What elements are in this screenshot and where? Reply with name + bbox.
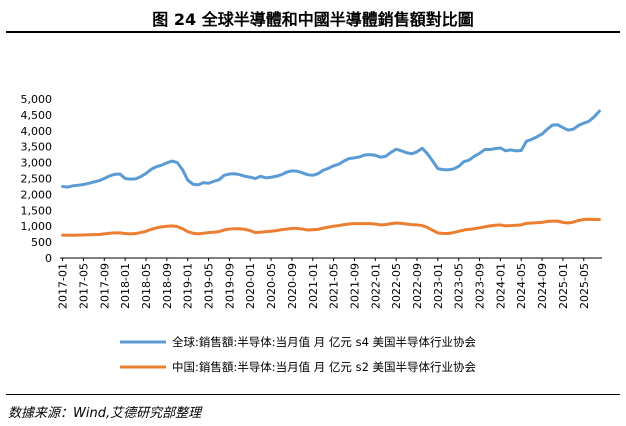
x-tick-label: 2023-01	[432, 263, 445, 309]
x-tick-label: 2022-09	[411, 263, 424, 309]
series-lines	[61, 109, 601, 237]
y-tick-label: 2,000	[21, 188, 53, 201]
series-line-global	[61, 109, 601, 189]
x-tick-label: 2018-05	[140, 263, 153, 309]
chart-title: 图 24 全球半導體和中國半導體銷售額對比圖	[152, 10, 474, 29]
source-note: 数據来源：Wind,艾德研究部整理	[8, 406, 202, 421]
y-tick-label: 3,000	[21, 157, 53, 170]
x-tick-label: 2019-09	[223, 263, 236, 309]
y-tick-label: 1,000	[21, 220, 53, 233]
y-tick-label: 3,500	[21, 141, 53, 154]
x-tick-label: 2018-09	[161, 263, 174, 309]
x-tick-label: 2024-01	[494, 263, 507, 309]
y-tick-label: 0	[45, 252, 52, 265]
legend-label-china: 中国:銷售額:半导体:当月值 月 亿元 s2 美国半导体行业协会	[172, 360, 477, 374]
x-tick-label: 2019-01	[182, 263, 195, 309]
y-tick-label: 1,500	[21, 204, 53, 217]
y-tick-label: 4,500	[21, 109, 53, 122]
legend: 全球:銷售額:半导体:当月值 月 亿元 s4 美国半导体行业协会 中国:銷售額:…	[120, 335, 477, 374]
x-tick-label: 2017-09	[98, 263, 111, 309]
x-tick-label: 2021-01	[307, 263, 320, 309]
legend-label-global: 全球:銷售額:半导体:当月值 月 亿元 s4 美国半导体行业协会	[172, 335, 477, 349]
x-tick-label: 2022-05	[390, 263, 403, 309]
x-tick-label: 2023-09	[474, 263, 487, 309]
x-tick-label: 2023-05	[453, 263, 466, 309]
x-tick-label: 2021-05	[328, 263, 341, 309]
x-tick-label: 2020-05	[265, 263, 278, 309]
x-tick-label: 2024-09	[536, 263, 549, 309]
y-tick-label: 2,500	[21, 173, 53, 186]
x-tick-label: 2021-09	[348, 263, 361, 309]
y-tick-label: 4,000	[21, 125, 53, 138]
x-tick-label: 2017-01	[57, 263, 70, 309]
x-axis: 2017-01 2017-05 2017-09 2018-01 2018-05 2018-…	[57, 257, 602, 309]
x-tick-label: 2018-01	[119, 263, 132, 309]
x-tick-label: 2025-05	[578, 263, 591, 309]
title-divider	[6, 31, 620, 33]
x-tick-label: 2020-09	[286, 263, 299, 309]
y-tick-label: 500	[31, 236, 52, 249]
series-line-china	[61, 217, 601, 237]
y-axis: 0 500 1,000 1,500 2,000 2,500 3,000 3,500 4,000 4…	[21, 93, 53, 265]
y-tick-label: 5,000	[21, 93, 53, 106]
x-tick-label: 2022-01	[369, 263, 382, 309]
source-divider	[6, 394, 620, 395]
x-tick-label: 2017-05	[77, 263, 90, 309]
x-tick-label: 2025-01	[557, 263, 570, 309]
x-tick-label: 2020-01	[244, 263, 257, 309]
x-tick-label: 2019-05	[203, 263, 216, 309]
x-tick-label: 2024-05	[515, 263, 528, 309]
